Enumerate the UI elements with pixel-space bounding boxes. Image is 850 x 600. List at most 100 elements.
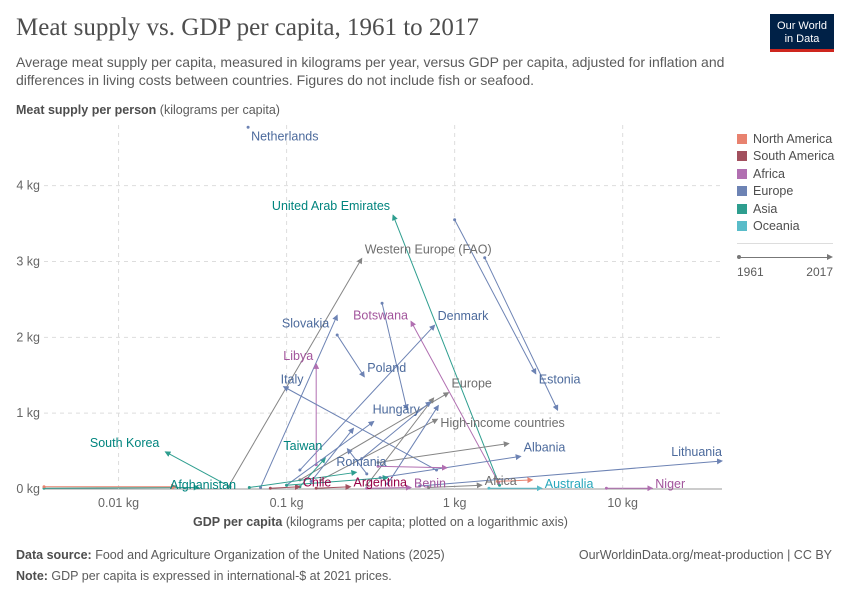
series-arrow (484, 257, 559, 412)
series-arrow (310, 427, 355, 482)
timeline-start: 1961 (737, 265, 764, 279)
argentina-label: Argentina (353, 476, 407, 490)
y-tick-label: 1 kg (16, 406, 40, 420)
legend-swatch (737, 151, 747, 162)
legend-swatch (737, 186, 747, 197)
series-arrow (377, 441, 510, 463)
tick-labels: 0 kg 1 kg 2 kg 3 kg 4 kg 0.01 kg 0.1 kg 1 kg 10 … (16, 179, 638, 510)
legend-swatch (737, 133, 747, 144)
series-arrow (497, 477, 534, 484)
albania-arrow (380, 454, 522, 479)
legend-label: Asia (753, 201, 778, 216)
y-tick-label: 0 kg (16, 482, 40, 496)
botswana-arrow (410, 320, 500, 484)
netherlands-start-point (246, 125, 250, 129)
legend-item-north-america[interactable]: North America (737, 130, 834, 148)
italy-label: Italy (281, 373, 305, 387)
slovakia-label: Slovakia (282, 316, 329, 330)
poland-arrow (336, 334, 365, 378)
chart-subtitle: Average meat supply per capita, measured… (16, 54, 725, 88)
series-arrow (378, 464, 448, 471)
series-arrow (286, 475, 389, 486)
high-income-countries-label: High-income countries (440, 416, 564, 430)
y-tick-label: 3 kg (16, 255, 40, 269)
legend-label: North America (753, 131, 833, 146)
note-label: Note: (16, 569, 48, 583)
logo-line-2: in Data (784, 33, 820, 45)
x-tick-label: 0.1 kg (270, 496, 304, 510)
benin-label: Benin (414, 476, 446, 490)
legend-item-oceania[interactable]: Oceania (737, 218, 834, 236)
legend-item-south-america[interactable]: South America (737, 148, 834, 166)
western-europe-fao--label: Western Europe (FAO) (365, 242, 492, 256)
series-arrow (361, 401, 432, 460)
y-axis-title-rest: (kilograms per capita) (156, 103, 280, 117)
data-labels: Netherlands United Arab Emirates Western E… (90, 129, 722, 492)
chart-title: Meat supply vs. GDP per capita, 1961 to … (16, 14, 479, 41)
x-axis-title-bold: GDP per capita (193, 515, 283, 529)
legend-swatch (737, 221, 747, 232)
timeline-legend: 1961 2017 (737, 243, 833, 279)
libya-label: Libya (283, 349, 313, 363)
estonia-arrow (454, 219, 537, 375)
africa-label: Africa (485, 474, 517, 488)
grid (44, 125, 722, 490)
europe-label: Europe (452, 377, 492, 391)
hungary-arrow (381, 303, 409, 411)
chile-label: Chile (303, 476, 332, 490)
legend-item-asia[interactable]: Asia (737, 200, 834, 218)
south-korea-arrow (164, 451, 231, 488)
source-url-link[interactable]: OurWorldinData.org/meat-production | CC … (578, 548, 832, 562)
estonia-label: Estonia (539, 373, 581, 387)
taiwan-arrow (299, 457, 326, 488)
series-arrow (366, 397, 435, 486)
legend-label: South America (753, 149, 835, 164)
romania-label: Romania (336, 455, 386, 469)
legend-swatch (737, 168, 747, 179)
owid-logo[interactable]: Our World in Data (770, 14, 834, 52)
chile-arrow (270, 483, 301, 490)
logo-line-1: Our World (777, 20, 827, 32)
united-arab-emirates-arrow (392, 214, 500, 486)
legend-label: Africa (753, 166, 785, 181)
y-axis-title-bold: Meat supply per person (16, 103, 157, 117)
italy-arrow (282, 386, 437, 471)
africa-arrow (428, 482, 483, 489)
lithuania-arrow (419, 458, 723, 487)
united-arab-emirates-label: United Arab Emirates (272, 199, 390, 213)
denmark-arrow (299, 324, 436, 471)
series-arrow (286, 420, 375, 486)
source-text[interactable]: Food and Agriculture Organization of the… (91, 548, 445, 562)
data-source: Data source: Food and Agriculture Organi… (16, 548, 445, 562)
taiwan-label: Taiwan (283, 439, 322, 453)
source-label: Data source: (16, 548, 92, 562)
legend-label: Oceania (753, 219, 800, 234)
y-axis-title: Meat supply per person (kilograms per ca… (16, 103, 280, 117)
argentina-arrow (316, 483, 352, 490)
note-text: GDP per capita is expressed in internati… (47, 569, 392, 583)
y-tick-label: 2 kg (16, 330, 40, 344)
legend-label: Europe (753, 184, 794, 199)
x-tick-label: 1 kg (443, 496, 467, 510)
legend-swatch (737, 203, 747, 214)
albania-label: Albania (524, 440, 566, 454)
slovakia-arrow (260, 314, 338, 488)
legend-item-europe[interactable]: Europe (737, 183, 834, 201)
australia-label: Australia (545, 477, 594, 491)
denmark-label: Denmark (438, 309, 489, 323)
hungary-label: Hungary (373, 402, 421, 416)
x-tick-label: 0.01 kg (98, 496, 139, 510)
note: Note: GDP per capita is expressed in int… (16, 569, 392, 583)
benin-arrow (366, 484, 413, 491)
x-tick-label: 10 kg (607, 496, 638, 510)
timeline-arrow-icon (737, 253, 833, 261)
y-tick-label: 4 kg (16, 179, 40, 193)
legend-item-africa[interactable]: Africa (737, 165, 834, 183)
romania-arrow (346, 448, 368, 475)
x-axis-title: GDP per capita (kilograms per capita; pl… (193, 515, 568, 529)
x-axis-title-rest: (kilograms per capita; plotted on a loga… (282, 515, 568, 529)
netherlands-label: Netherlands (251, 129, 318, 143)
afghanistan-label: Afghanistan (170, 478, 236, 492)
data-marks (42, 125, 723, 492)
